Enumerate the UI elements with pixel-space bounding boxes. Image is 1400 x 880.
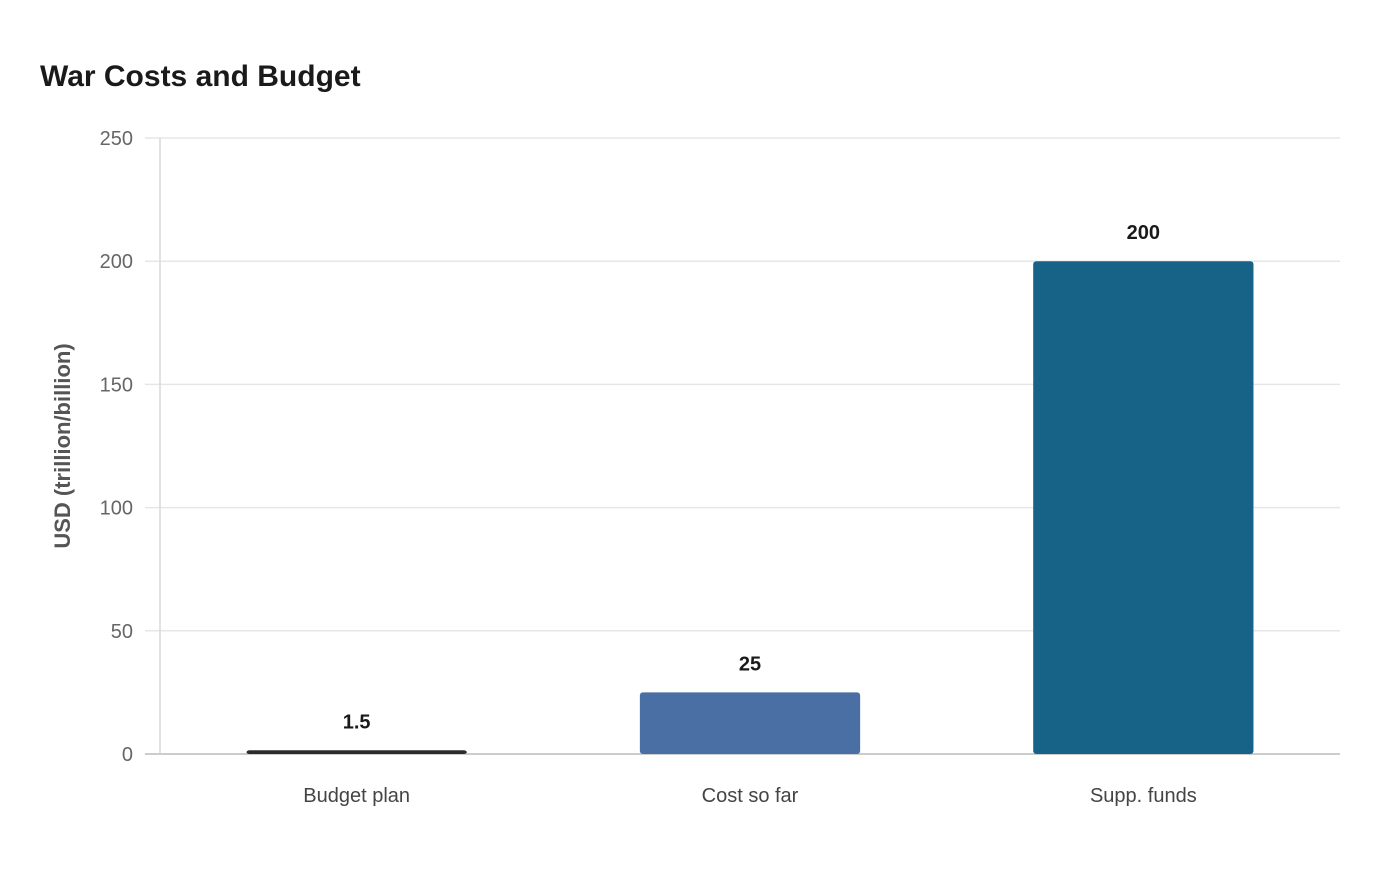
x-tick-label: Budget plan [303,785,410,807]
value-label: 25 [739,653,761,675]
value-label: 200 [1127,222,1160,244]
x-tick-label: Supp. funds [1090,785,1197,807]
bar-supp-funds [1033,261,1254,754]
x-tick-labels: Budget plan Cost so far Supp. funds [303,785,1196,807]
y-tick-label: 0 [122,744,133,766]
bar-budget-plan [246,750,467,754]
chart-title: War Costs and Budget [40,60,361,93]
x-tick-label: Cost so far [702,785,799,807]
bar-cost-so-far [639,692,861,754]
y-tick-label: 250 [100,128,133,150]
y-tick-labels: 0 50 100 150 200 250 [100,128,133,766]
y-tick-label: 100 [100,498,133,520]
y-tick-label: 150 [100,374,133,396]
value-label: 1.5 [343,711,371,733]
y-tick-label: 50 [111,621,133,643]
y-axis-label: USD (trillion/billion) [50,343,75,548]
value-labels: 1.5 25 200 [343,222,1160,733]
bars [246,261,1254,754]
y-tick-label: 200 [100,251,133,273]
